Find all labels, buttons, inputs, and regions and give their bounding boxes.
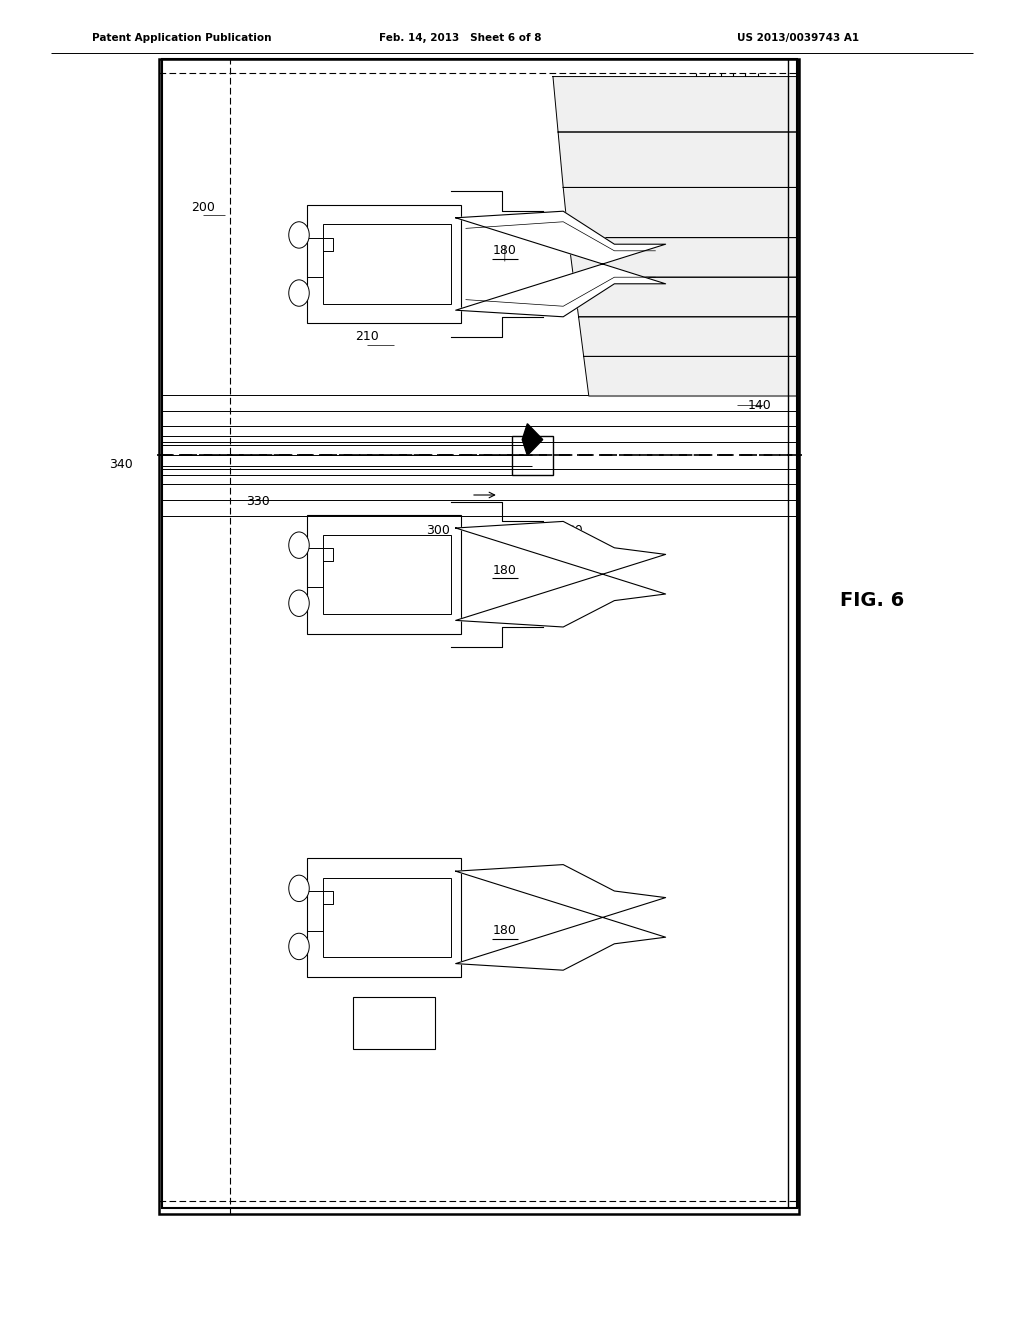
Text: Feb. 14, 2013   Sheet 6 of 8: Feb. 14, 2013 Sheet 6 of 8 [379,33,542,44]
Bar [307,205,461,323]
Text: 330: 330 [246,495,269,508]
Polygon shape [553,77,797,132]
Polygon shape [558,132,797,187]
Bar [323,878,451,957]
Circle shape [289,532,309,558]
Circle shape [289,222,309,248]
Polygon shape [456,211,666,317]
Circle shape [289,280,309,306]
Polygon shape [584,356,797,396]
Text: 340: 340 [110,458,133,471]
Text: 180: 180 [493,564,517,577]
Text: 180: 180 [493,924,517,937]
Bar [307,515,461,634]
Bar [323,224,451,304]
Polygon shape [568,238,797,277]
Text: US 2013/0039743 A1: US 2013/0039743 A1 [737,33,859,44]
Bar [323,535,451,614]
Bar [353,997,435,1049]
Polygon shape [522,424,543,455]
Polygon shape [456,521,666,627]
Polygon shape [456,865,666,970]
Text: 160: 160 [559,524,584,537]
Text: 180: 180 [493,244,517,257]
Circle shape [289,933,309,960]
Text: 210: 210 [354,330,379,343]
Text: Patent Application Publication: Patent Application Publication [92,33,271,44]
Text: 300: 300 [426,524,451,537]
Polygon shape [573,277,797,317]
Circle shape [289,590,309,616]
Circle shape [289,875,309,902]
Text: 140: 140 [748,399,771,412]
Polygon shape [563,187,797,238]
Text: FIG. 6: FIG. 6 [840,591,904,610]
Bar [159,59,799,1214]
Text: 200: 200 [190,201,215,214]
Polygon shape [579,317,797,356]
Bar [162,59,797,1208]
Bar [512,436,553,475]
Bar [307,858,461,977]
